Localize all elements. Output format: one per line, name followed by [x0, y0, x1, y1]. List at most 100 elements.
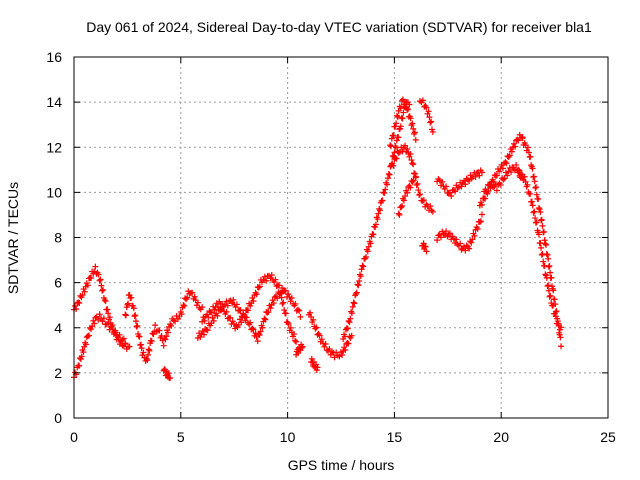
data-point	[245, 307, 252, 314]
data-point	[254, 338, 261, 345]
data-point	[544, 283, 551, 290]
data-point	[379, 197, 386, 204]
data-point	[165, 370, 172, 377]
data-point	[436, 231, 443, 238]
data-point	[452, 188, 459, 195]
data-point	[414, 180, 421, 187]
data-point	[542, 240, 549, 247]
data-point	[318, 336, 325, 343]
data-point	[536, 206, 543, 213]
data-point	[443, 228, 450, 235]
data-point	[130, 305, 137, 312]
data-point	[497, 181, 504, 188]
data-point	[417, 98, 424, 105]
data-point	[545, 287, 552, 294]
data-point	[412, 173, 419, 180]
data-point	[265, 309, 272, 316]
data-point	[394, 113, 401, 120]
data-point	[466, 245, 473, 252]
data-point	[416, 192, 423, 199]
data-point	[406, 101, 413, 108]
data-point	[474, 225, 481, 232]
data-point	[144, 357, 151, 364]
data-point	[276, 290, 283, 297]
data-point	[411, 129, 418, 136]
data-point	[145, 346, 152, 353]
data-point	[506, 152, 513, 159]
data-point	[482, 195, 489, 202]
data-point	[374, 216, 381, 223]
data-point	[525, 149, 532, 156]
data-point	[419, 97, 426, 104]
data-point	[529, 202, 536, 209]
data-point	[476, 172, 483, 179]
data-point	[219, 303, 226, 310]
data-point	[313, 324, 320, 331]
data-point	[138, 345, 145, 352]
data-point	[204, 327, 211, 334]
data-point	[183, 296, 190, 303]
data-point	[402, 193, 409, 200]
data-point	[453, 236, 460, 243]
data-point	[535, 231, 542, 238]
data-point	[464, 176, 471, 183]
data-point	[269, 297, 276, 304]
data-point	[240, 310, 247, 317]
data-point	[80, 349, 87, 356]
data-point	[227, 314, 234, 321]
data-point	[353, 289, 360, 296]
data-point	[316, 332, 323, 339]
data-point	[376, 205, 383, 212]
data-point	[189, 289, 196, 296]
data-point	[191, 293, 198, 300]
data-point	[148, 337, 155, 344]
data-point	[352, 290, 359, 297]
data-point	[404, 146, 411, 153]
data-point	[385, 170, 392, 177]
data-point	[91, 320, 98, 327]
data-point	[230, 296, 237, 303]
y-tick-label: 8	[54, 230, 62, 246]
data-point	[76, 300, 83, 307]
data-point	[515, 166, 522, 173]
data-point	[88, 274, 95, 281]
data-point	[178, 311, 185, 318]
data-point	[360, 263, 367, 270]
data-point	[272, 276, 279, 283]
data-point	[505, 153, 512, 160]
data-point	[412, 136, 419, 143]
data-point	[463, 242, 470, 249]
data-point	[354, 281, 361, 288]
data-point	[499, 165, 506, 172]
data-point	[133, 323, 140, 330]
data-point	[552, 313, 559, 320]
x-tick-label: 5	[177, 429, 185, 445]
data-point	[558, 324, 565, 331]
data-point	[321, 343, 328, 350]
data-point	[88, 326, 95, 333]
data-point	[164, 329, 171, 336]
data-point	[339, 351, 346, 358]
data-point	[407, 184, 414, 191]
data-point	[493, 172, 500, 179]
data-point	[375, 210, 382, 217]
data-point	[398, 114, 405, 121]
data-point	[521, 173, 528, 180]
data-point	[351, 300, 358, 307]
data-point	[205, 314, 212, 321]
data-point	[349, 303, 356, 310]
data-point	[500, 176, 507, 183]
data-point	[257, 328, 264, 335]
data-point	[387, 142, 394, 149]
data-point	[390, 132, 397, 139]
data-point	[342, 346, 349, 353]
data-point	[146, 347, 153, 354]
data-point	[143, 355, 150, 362]
data-point	[211, 306, 218, 313]
data-point	[267, 305, 274, 312]
data-point	[542, 271, 549, 278]
data-point	[519, 135, 526, 142]
data-point	[95, 271, 102, 278]
data-point	[545, 282, 552, 289]
data-point	[96, 311, 103, 318]
